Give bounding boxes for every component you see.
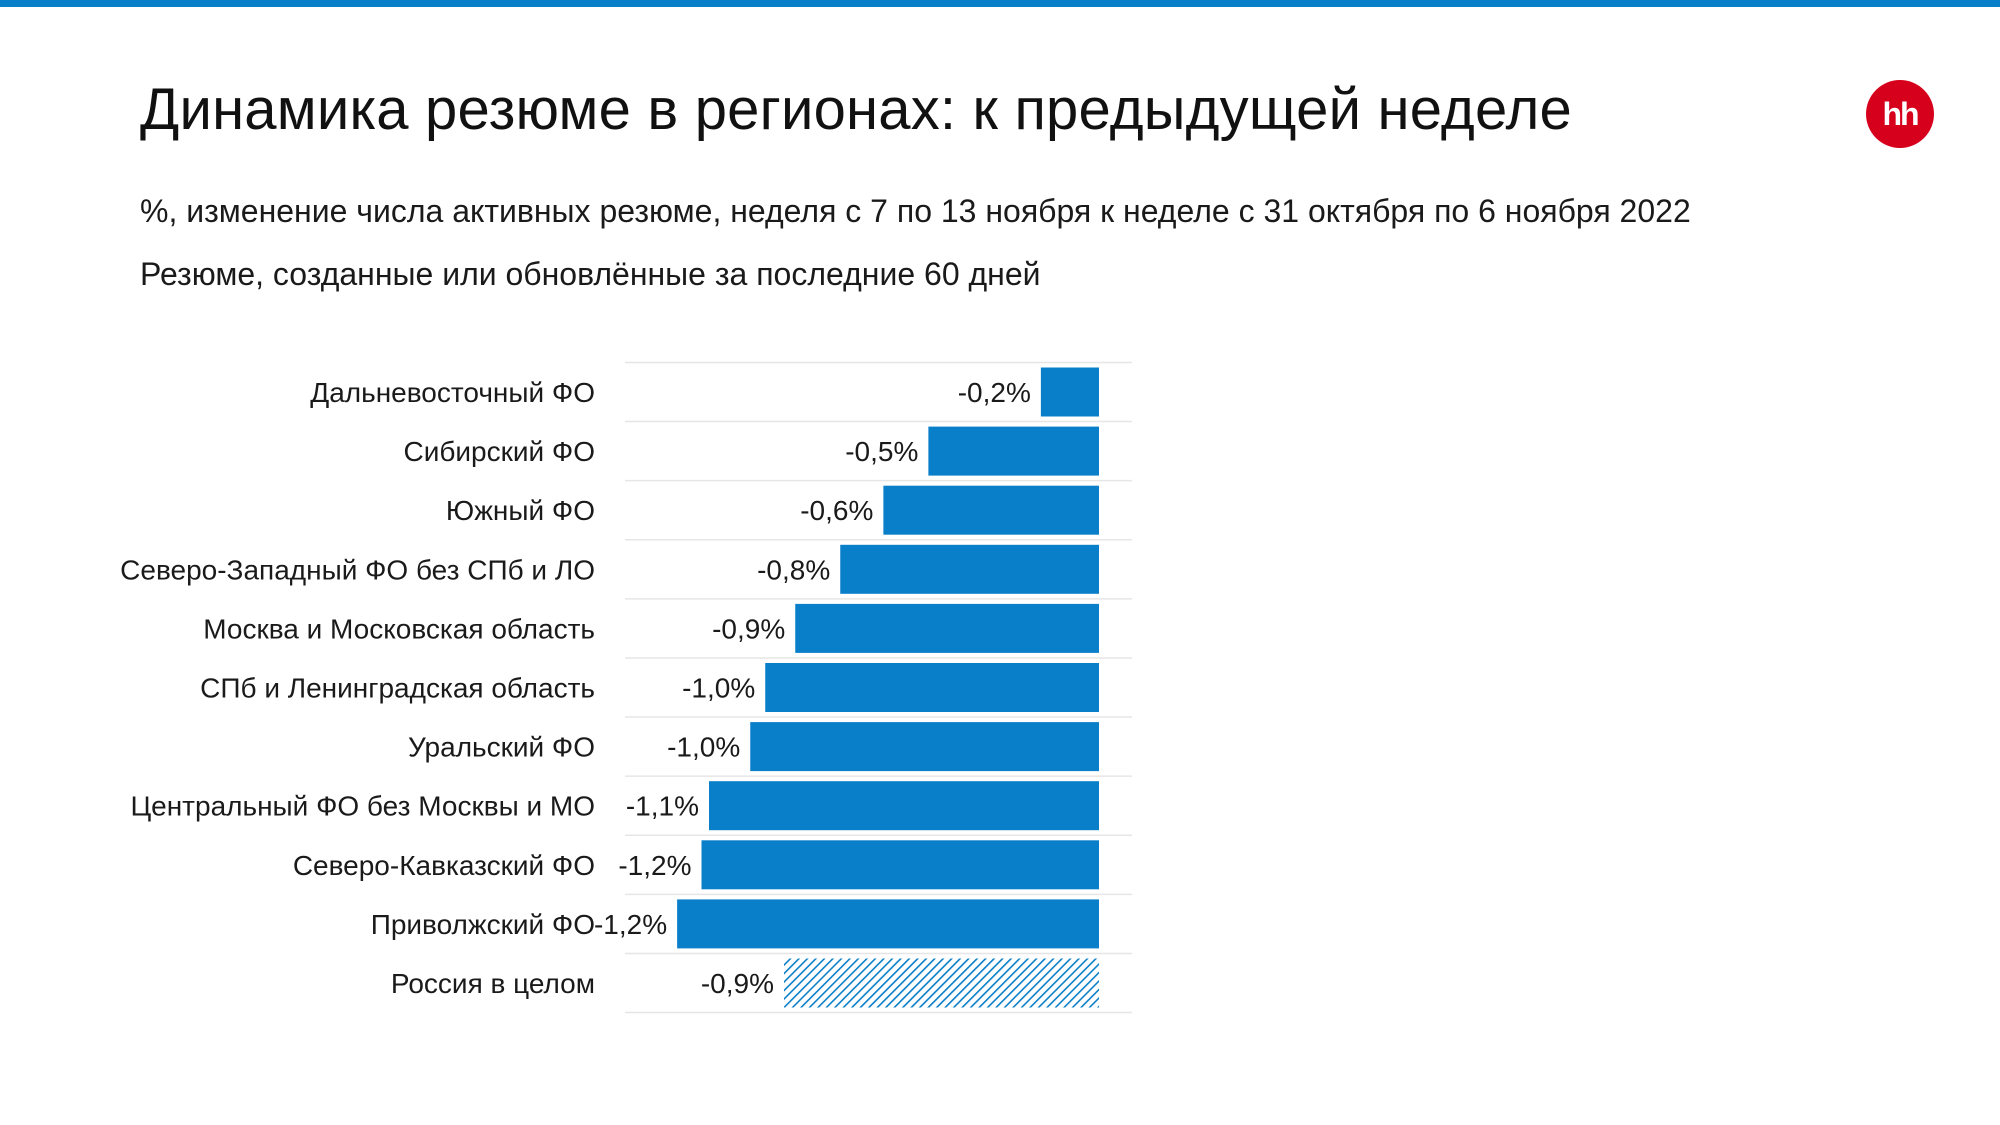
category-label: Северо-Западный ФО без СПб и ЛО: [120, 554, 595, 585]
category-label: Северо-Кавказский ФО: [293, 850, 595, 881]
bar: [883, 485, 1099, 535]
bar: [709, 781, 1099, 831]
category-label: Южный ФО: [446, 495, 595, 526]
row-separators: [625, 361, 1132, 1014]
category-label: Россия в целом: [391, 968, 595, 999]
bar-total: [784, 958, 1099, 1008]
value-label: -0,9%: [701, 968, 774, 999]
value-label: -0,6%: [800, 495, 873, 526]
category-label: Сибирский ФО: [404, 436, 596, 467]
value-label: -0,2%: [958, 377, 1031, 408]
value-label: -1,1%: [626, 791, 699, 822]
value-label: -1,0%: [682, 673, 755, 704]
value-labels: -0,2% -0,5% -0,6% -0,8% -0,9% -1,0% -1,0% -1,1%…: [594, 377, 1031, 999]
value-label: -1,2%: [618, 850, 691, 881]
category-label: СПб и Ленинградская область: [200, 673, 595, 704]
page-title: Динамика резюме в регионах: к предыдущей…: [140, 77, 1572, 142]
value-label: -1,0%: [667, 732, 740, 763]
category-label: Дальневосточный ФО: [310, 377, 595, 408]
value-label: -0,5%: [845, 436, 918, 467]
chart-subtitle: %, изменение числа активных резюме, неде…: [140, 193, 1691, 229]
category-label: Москва и Московская область: [203, 613, 595, 644]
value-label: -0,8%: [757, 554, 830, 585]
bar: [677, 899, 1099, 949]
bar: [840, 544, 1099, 594]
chart-note: Резюме, созданные или обновлённые за пос…: [140, 256, 1041, 292]
bar: [701, 840, 1099, 890]
bar: [795, 603, 1099, 653]
value-label: -1,2%: [594, 909, 667, 940]
hh-logo-text: hh: [1882, 95, 1919, 132]
category-labels: Дальневосточный ФО Сибирский ФО Южный ФО Се…: [120, 377, 595, 999]
bars: [677, 367, 1099, 1008]
bar: [750, 722, 1099, 772]
top-accent-rule: [0, 0, 2000, 7]
category-label: Уральский ФО: [408, 732, 595, 763]
bar: [1040, 367, 1099, 417]
value-label: -0,9%: [712, 613, 785, 644]
bar: [765, 663, 1099, 712]
hh-logo: hh: [1866, 80, 1934, 148]
category-label: Приволжский ФО: [371, 909, 595, 940]
bar: [928, 426, 1099, 476]
category-label: Центральный ФО без Москвы и МО: [130, 791, 595, 822]
